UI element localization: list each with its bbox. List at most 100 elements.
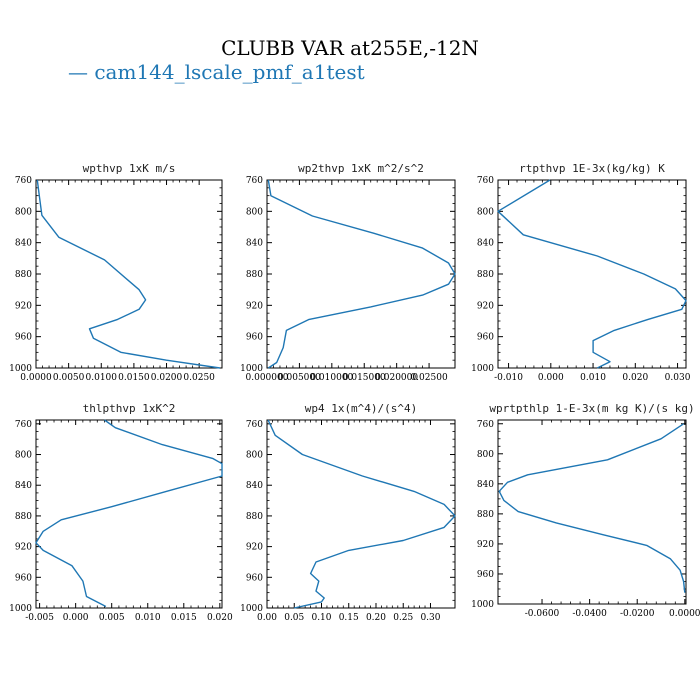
x-tick-label: 0.25 <box>393 613 413 623</box>
y-tick-label: 880 <box>15 270 32 280</box>
y-tick-label: 760 <box>246 176 263 186</box>
x-tick-label: 0.010 <box>580 373 606 383</box>
y-tick-label: 760 <box>15 420 32 430</box>
panel-5: wp4 1x(m^4)/(s^4) 0.00 0.05 0.10 0.15 0.20 0.2… <box>240 402 456 623</box>
y-tick-label: 1000 <box>9 364 32 374</box>
x-tick-label: 0.10 <box>311 613 331 623</box>
y-tick-label: 760 <box>477 176 494 186</box>
panel-title: wpthvp 1xK m/s <box>83 162 176 175</box>
x-tick-label: 0.005 <box>99 613 125 623</box>
y-tick-label: 800 <box>15 451 32 461</box>
y-tick-label: 800 <box>477 450 494 460</box>
y-tick-label: 760 <box>15 176 32 186</box>
y-tick-label: 880 <box>15 512 32 522</box>
x-tick-label: 0.0250 <box>183 373 215 383</box>
y-tick-label: 920 <box>246 543 263 553</box>
page-title: CLUBB VAR at255E,-12N <box>221 36 479 60</box>
y-tick-label: 840 <box>477 239 494 249</box>
x-tick-label: 0.010 <box>135 613 161 623</box>
x-tick-label: 0.0200 <box>151 373 183 383</box>
legend-label: cam144_lscale_pmf_a1test <box>94 60 365 84</box>
y-tick-label: 800 <box>246 451 263 461</box>
y-tick-label: 1000 <box>240 364 263 374</box>
legend-line: — <box>68 60 88 84</box>
x-tick-label: 0.15 <box>339 613 359 623</box>
y-tick-label: 920 <box>246 301 263 311</box>
y-tick-label: 840 <box>477 480 494 490</box>
panel-title: thlpthvp 1xK^2 <box>83 402 176 415</box>
y-tick-label: 1000 <box>471 600 494 610</box>
panel-2: wp2thvp 1xK m^2/s^2 0.0000000.0050000.010… <box>240 162 456 383</box>
y-tick-label: 960 <box>246 573 263 583</box>
panel-6: wprtpthlp 1-E-3x(m kg K)/(s kg) -0.0600 -0… <box>471 402 700 619</box>
x-tick-label: 0.30 <box>420 613 440 623</box>
y-tick-label: 880 <box>246 270 263 280</box>
x-tick-label: 0.000 <box>538 373 564 383</box>
x-tick-label: 0.020000 <box>375 373 418 383</box>
y-tick-label: 840 <box>246 239 263 249</box>
x-tick-label: 0.0000 <box>669 609 700 619</box>
x-tick-label: 0.015 <box>171 613 197 623</box>
x-tick-label: 0.05 <box>284 613 304 623</box>
panel-1: wpthvp 1xK m/s0.0000 0.0050 0.0100 0.0150 0.… <box>9 162 223 383</box>
axes-frame <box>35 179 223 369</box>
panel-title: wp2thvp 1xK m^2/s^2 <box>298 162 424 175</box>
series-line <box>498 423 686 593</box>
x-tick-label: 0.00 <box>257 613 277 623</box>
series-line <box>35 419 223 608</box>
axes-frame <box>266 419 456 609</box>
x-tick-label: 0.0050 <box>53 373 85 383</box>
y-tick-label: 1000 <box>9 604 32 614</box>
x-tick-label: 0.005000 <box>278 373 321 383</box>
series-line <box>267 419 456 609</box>
axes-frame <box>497 179 687 369</box>
x-tick-label: -0.0400 <box>572 609 607 619</box>
y-tick-label: 880 <box>477 510 494 520</box>
y-tick-label: 920 <box>15 301 32 311</box>
y-tick-label: 840 <box>15 481 32 491</box>
series-line <box>36 179 221 369</box>
x-tick-label: 0.02500 <box>410 373 447 383</box>
x-tick-label: 0.20 <box>366 613 386 623</box>
panel-title: wprtpthlp 1-E-3x(m kg K)/(s kg) <box>489 402 694 415</box>
y-tick-label: 880 <box>477 270 494 280</box>
y-tick-label: 880 <box>246 512 263 522</box>
y-tick-label: 920 <box>477 301 494 311</box>
y-tick-label: 960 <box>477 570 494 580</box>
x-tick-label: -0.0200 <box>620 609 655 619</box>
x-tick-label: 0.010000 <box>310 373 353 383</box>
x-tick-label: 0.0000 <box>20 373 52 383</box>
y-tick-label: 1000 <box>471 364 494 374</box>
x-tick-label: 0.030 <box>665 373 691 383</box>
y-tick-label: 800 <box>477 207 494 217</box>
x-tick-label: 0.000 <box>63 613 89 623</box>
x-tick-label: 0.020 <box>622 373 648 383</box>
axes-frame <box>35 419 223 609</box>
series-line <box>267 179 456 369</box>
y-tick-label: 960 <box>246 333 263 343</box>
y-tick-label: 840 <box>246 481 263 491</box>
y-tick-label: 800 <box>15 207 32 217</box>
legend: — cam144_lscale_pmf_a1test <box>68 60 365 84</box>
x-tick-label: 0.000000 <box>246 373 289 383</box>
y-tick-label: 960 <box>15 333 32 343</box>
x-tick-label: 0.015000 <box>343 373 386 383</box>
y-tick-label: 920 <box>477 540 494 550</box>
x-tick-label: 0.0100 <box>86 373 118 383</box>
x-tick-label: -0.005 <box>25 613 54 623</box>
x-tick-label: 0.0150 <box>118 373 150 383</box>
panel-3: rtpthvp 1E-3x(kg/kg) K -0.010 0.000 0.010 0.… <box>471 162 691 383</box>
y-tick-label: 760 <box>477 420 494 430</box>
panel-title: wp4 1x(m^4)/(s^4) <box>305 402 418 415</box>
y-tick-label: 920 <box>15 543 32 553</box>
x-tick-label: -0.0600 <box>525 609 560 619</box>
y-tick-label: 800 <box>246 207 263 217</box>
panel-4: thlpthvp 1xK^2 -0.005 0.000 0.005 0.010 0.015… <box>9 402 233 623</box>
y-tick-label: 840 <box>15 239 32 249</box>
x-tick-label: -0.010 <box>494 373 523 383</box>
y-tick-label: 1000 <box>240 604 263 614</box>
x-tick-label: 0.020 <box>207 613 233 623</box>
y-tick-label: 960 <box>15 573 32 583</box>
y-tick-label: 960 <box>477 333 494 343</box>
